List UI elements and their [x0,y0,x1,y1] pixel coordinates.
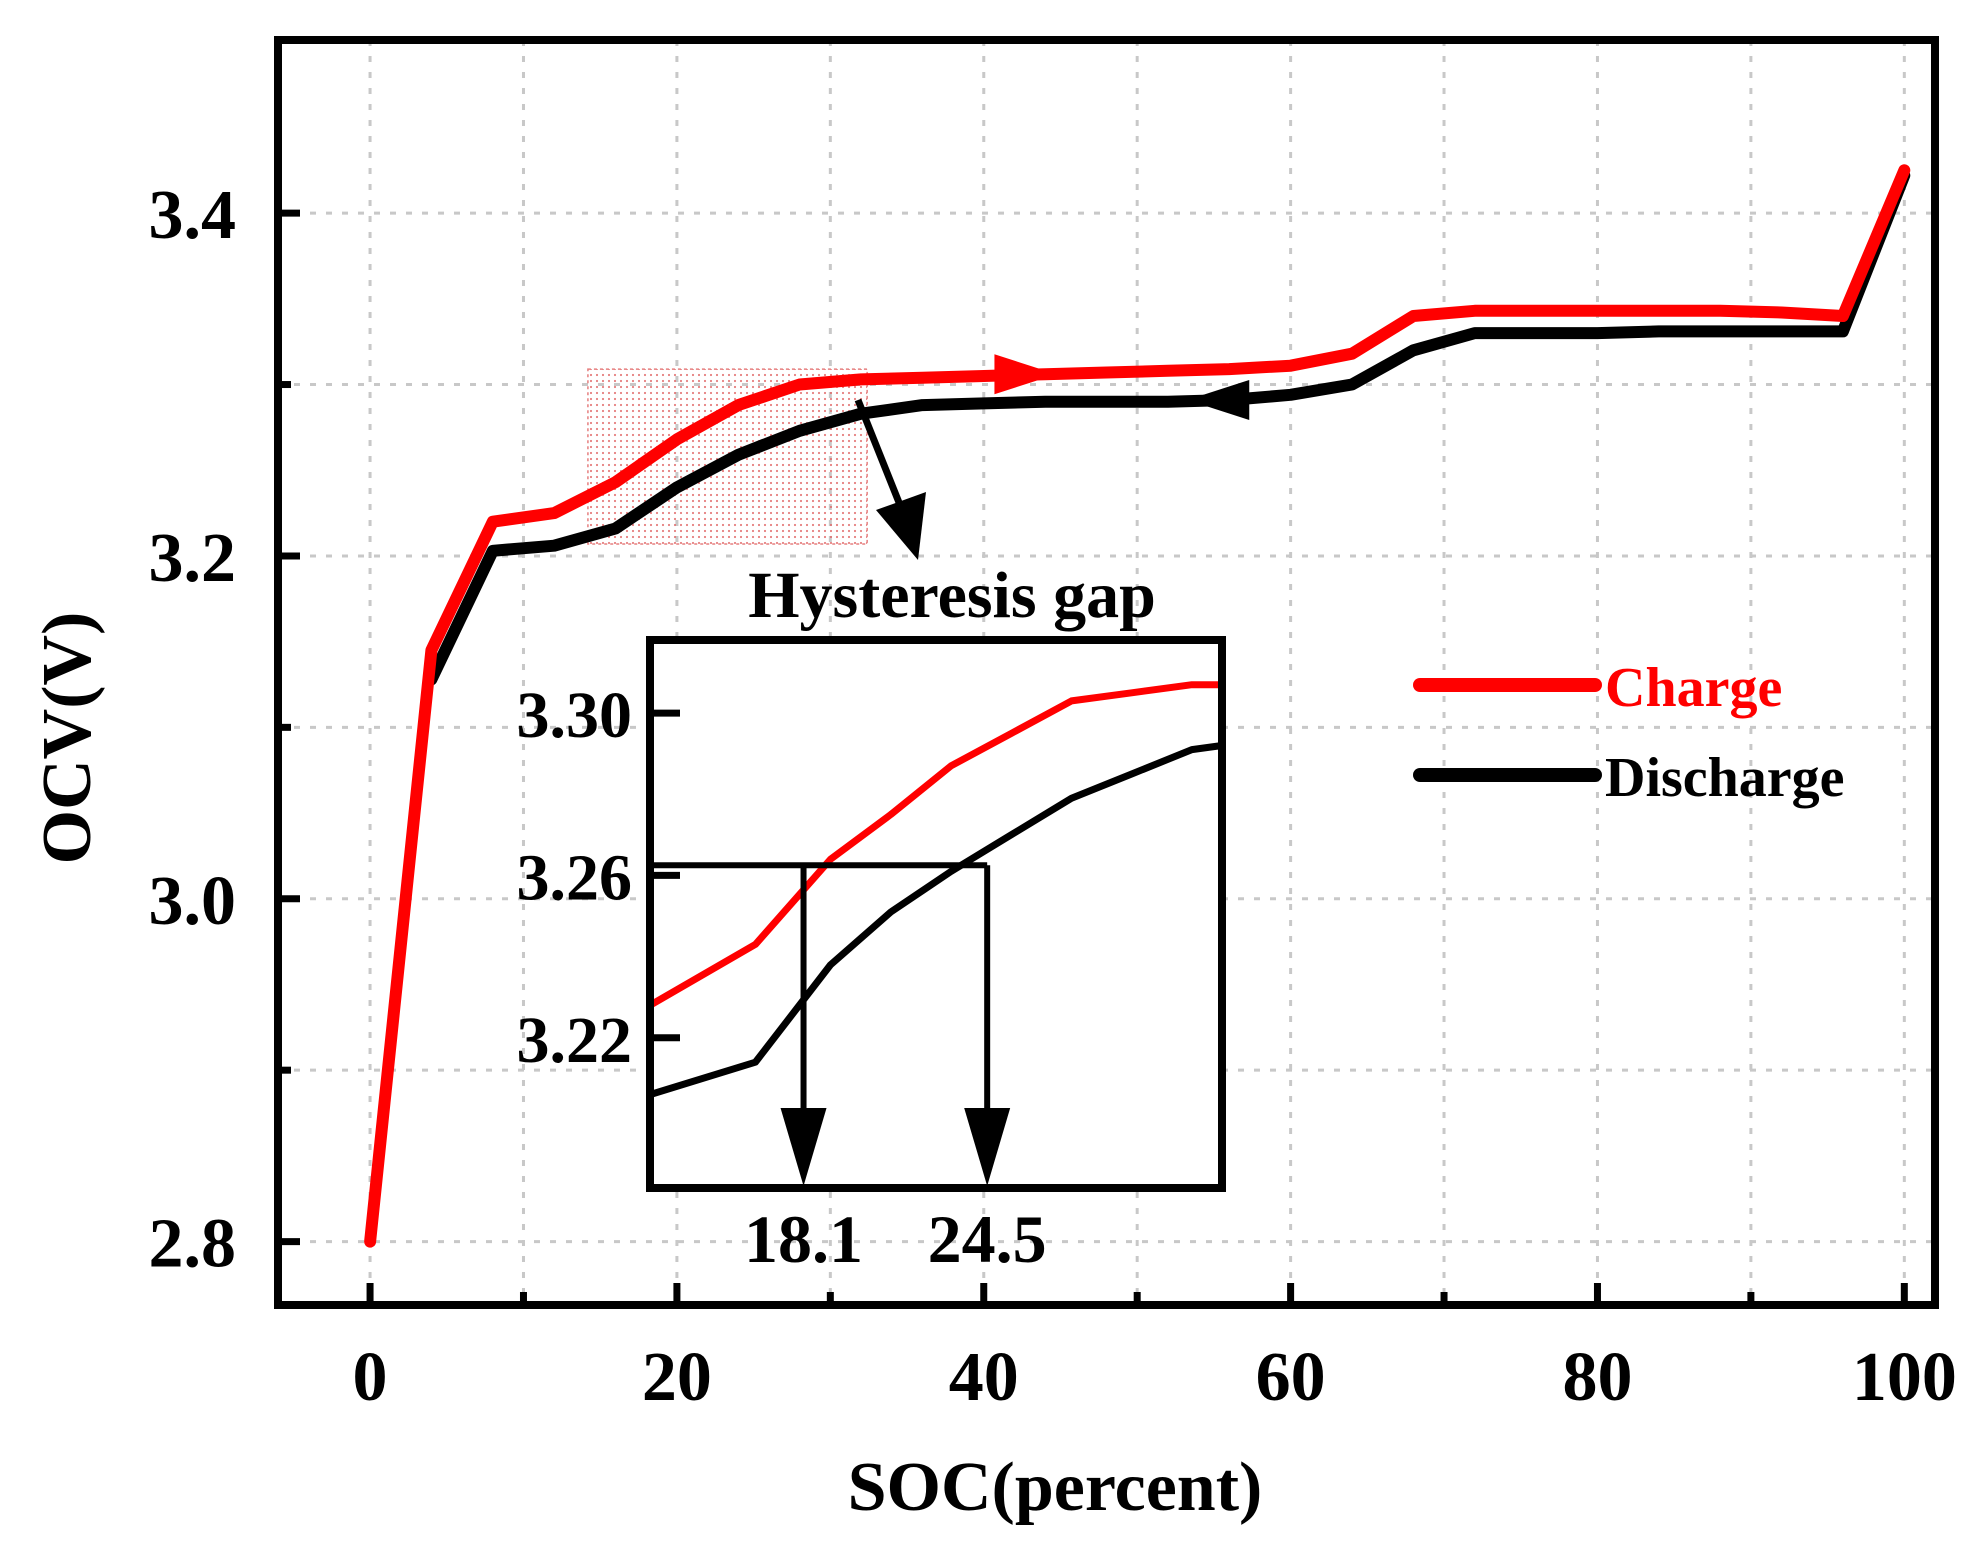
axes [274,36,1939,1309]
inset-plot: 18.1 24.5 3.22 3.26 3.30 [517,636,1226,1277]
callout-arrow [854,398,926,560]
inset-y-tick-label: 3.26 [517,841,633,914]
y-tick-label: 2.8 [149,1206,237,1283]
inset-marker-label: 18.1 [744,1201,863,1277]
x-tick-label: 20 [642,1339,712,1416]
inset-marker-head [964,1108,1011,1186]
inset-title: Hysteresis gap [748,559,1156,632]
plot-frame [274,36,1939,1309]
charge-line [364,164,1911,1248]
inset-y-tick-label: 3.30 [517,679,633,752]
inset-background [650,640,1222,1188]
tick-labels: 0 20 40 60 80 100 2.8 3.0 3.2 3.4 [149,177,1957,1416]
discharge-direction-arrow [1187,379,1250,420]
y-tick-label: 3.4 [149,177,237,254]
x-tick-label: 80 [1562,1339,1632,1416]
x-tick-label: 40 [949,1339,1019,1416]
x-tick-label: 60 [1256,1339,1326,1416]
inset-charge-line [648,681,1222,1009]
legend-label-charge: Charge [1605,657,1782,719]
discharge-line [425,169,1911,686]
callout-arrow-shaft [854,398,906,512]
tick-marks [278,209,1908,1305]
x-tick-label: 100 [1852,1339,1957,1416]
inset-y-tick-label: 3.22 [517,1004,633,1077]
y-tick-label: 3.2 [149,520,237,597]
inset-marker-head [780,1108,827,1186]
inset-discharge-line [648,742,1223,1098]
x-tick-label: 0 [353,1339,388,1416]
inset-marker-label: 24.5 [928,1201,1047,1277]
charge-direction-arrow [994,354,1057,395]
y-tick-label: 3.0 [149,863,237,940]
x-axis-title: SOC(percent) [848,1449,1263,1526]
callout-arrow-head [876,492,926,560]
series-lines [364,164,1911,1248]
legend: Charge Discharge [1413,657,1845,809]
legend-label-discharge: Discharge [1605,747,1845,809]
inset-frame [646,636,1226,1192]
y-axis-title: OCV(V) [29,612,106,865]
grid-lines [278,40,1935,1305]
